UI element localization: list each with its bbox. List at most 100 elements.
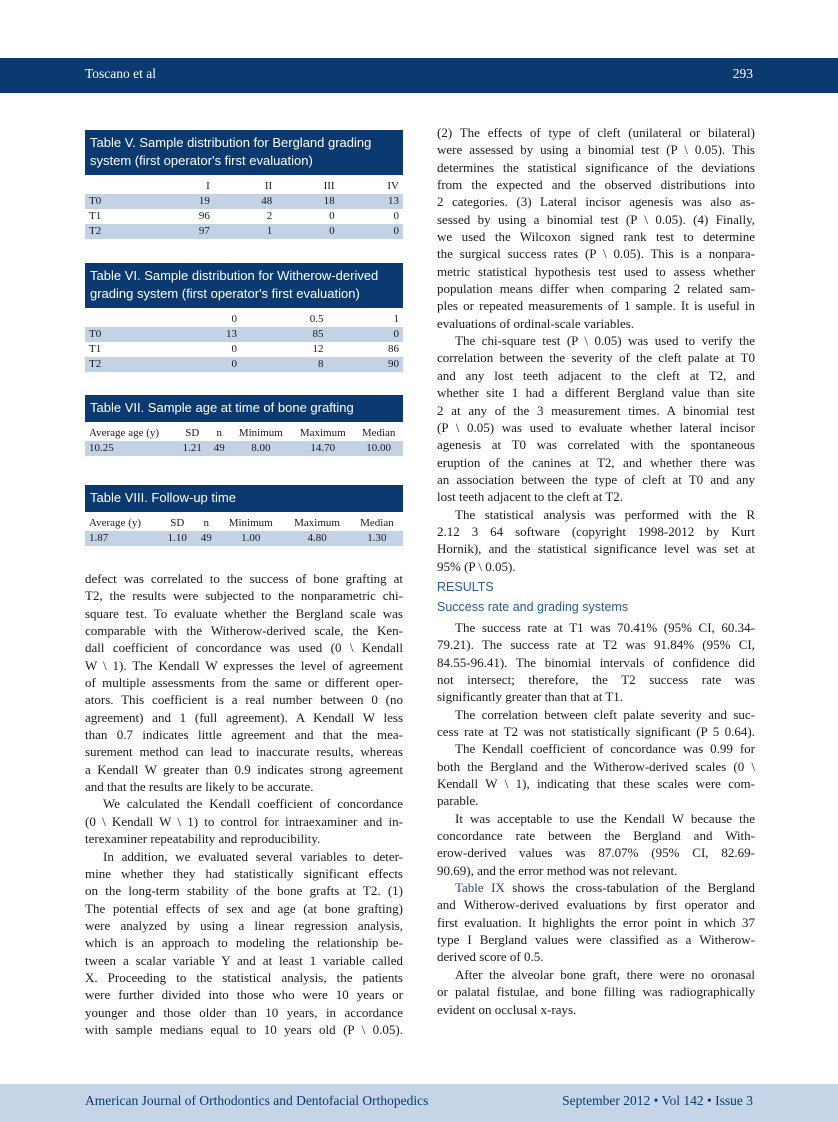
text-line: The potential effects of sex and age (at… bbox=[85, 900, 403, 916]
table-vii: Table VII. Sample age at time of bone gr… bbox=[85, 395, 403, 456]
text-line: 2 at any of the 3 measurement times. A b… bbox=[437, 402, 755, 418]
text-line: 2.12 3 64 software (copyright 1998-2012 … bbox=[437, 523, 755, 539]
table-header-cell: Minimum bbox=[228, 517, 273, 529]
paragraph: In addition, we evaluated several variab… bbox=[85, 848, 403, 1039]
text-line: 84.55-96.41). The binomial intervals of … bbox=[437, 654, 755, 670]
text-line: which is an approach to modeling the rel… bbox=[85, 935, 403, 951]
table-cell: 1.00 bbox=[218, 531, 284, 546]
text-line: The correlation between cleft palate sev… bbox=[455, 706, 755, 722]
text-line: were assessed by using a binomial test (… bbox=[437, 142, 755, 158]
paragraph: The chi-square test (P \ 0.05) was used … bbox=[437, 332, 755, 505]
text-line: on the long-term stability of the bone g… bbox=[85, 883, 403, 899]
table-row: T2 97 1 0 0 bbox=[85, 224, 403, 239]
text-line: agenesis at T0 was correlated with the s… bbox=[437, 437, 755, 453]
table-row: T0 19 48 18 13 bbox=[85, 194, 403, 209]
text-line: tween a scalar variable Y and at least 1… bbox=[85, 952, 403, 968]
left-column-text: defect was correlated to the success of … bbox=[85, 570, 403, 1038]
text-line: and Witherow-derived evaluations by firs… bbox=[437, 897, 755, 913]
paragraph: (2) The effects of type of cleft (unilat… bbox=[437, 124, 755, 332]
table-cell: 86 bbox=[388, 343, 399, 355]
table-header-cell: 0 bbox=[231, 313, 237, 325]
table-grid: 0 0.5 1 T0 13 85 0 T1 0 12 86 T2 0 8 90 bbox=[85, 312, 403, 372]
text-line: eruption of the canines at T2, and wheth… bbox=[437, 454, 755, 470]
table-cell: 0 bbox=[276, 224, 339, 239]
table-header-cell: Average age (y) bbox=[89, 427, 160, 439]
text-line: correlation between the severity of the … bbox=[437, 350, 755, 366]
text-line: mine whether they had statistically sign… bbox=[85, 865, 403, 881]
table-grid: Average (y) SD n Minimum Maximum Median 1.87 1.… bbox=[85, 516, 403, 546]
text-line: evaluations of ordinal-scale variables. bbox=[437, 315, 635, 331]
text-line: The chi-square test (P \ 0.05) was used … bbox=[455, 333, 755, 349]
issue-info: September 2012 • Vol 142 • Issue 3 bbox=[562, 1093, 753, 1108]
text-line: younger and those older than 10 years, i… bbox=[85, 1004, 403, 1020]
text-line: concordance rate between the Bergland an… bbox=[437, 828, 755, 844]
text-line: terexaminer repeatability and reproducib… bbox=[85, 831, 321, 847]
table-ix-link[interactable]: Table IX bbox=[455, 880, 505, 896]
text-span: shows the cross-tabulation of the Bergla… bbox=[504, 880, 755, 896]
paragraph: The success rate at T1 was 70.41% (95% C… bbox=[437, 619, 755, 706]
text-line: After the alveolar bone graft, there wer… bbox=[455, 966, 755, 982]
table-row: T1 0 12 86 bbox=[85, 342, 403, 357]
text-line: evident on occlusal x-rays. bbox=[437, 1001, 577, 1017]
table-header-cell: SD bbox=[170, 517, 185, 529]
table-cell: 85 bbox=[240, 327, 328, 342]
table-cell: 49 bbox=[194, 531, 219, 546]
text-line: were further divided into those who were… bbox=[85, 987, 403, 1003]
text-line: X. Proceeding to the statistical analysi… bbox=[85, 969, 403, 985]
table-header-cell bbox=[85, 312, 165, 327]
table-cell: 1 bbox=[213, 224, 277, 239]
section-heading: RESULTS bbox=[437, 579, 494, 594]
text-line: derived score of 0.5. bbox=[437, 949, 544, 965]
text-line: (0 \ Kendall W \ 1) to control for intra… bbox=[85, 813, 403, 829]
text-line: an association between the type of cleft… bbox=[437, 471, 755, 487]
table-row: T0 13 85 0 bbox=[85, 327, 403, 342]
text-line: lost teeth adjacent to the cleft at T2. bbox=[437, 489, 624, 505]
table-cell: 0 bbox=[165, 357, 241, 372]
text-line: surement method can lead to inaccurate r… bbox=[85, 744, 403, 760]
text-line: and that the results are likely to be ac… bbox=[85, 779, 314, 795]
text-line: comparable with the Witherow-derived sca… bbox=[85, 623, 403, 639]
table-cell: 1.10 bbox=[160, 531, 195, 546]
text-line: agreement) and 1 (full agreement). A Ken… bbox=[85, 709, 403, 725]
text-line: of multiple assessments from the same or… bbox=[85, 675, 403, 691]
text-line: 2 categories. (3) Lateral incisor agenes… bbox=[437, 194, 755, 210]
paragraph: The statistical analysis was performed w… bbox=[437, 506, 755, 575]
table-header-cell bbox=[85, 179, 151, 194]
text-line: or palatal fistulae, and bone filling wa… bbox=[437, 984, 755, 1000]
table-title: Table VII. Sample age at time of bone gr… bbox=[85, 395, 403, 422]
text-line: The statistical analysis was performed w… bbox=[455, 506, 755, 522]
text-line: both the Bergland and the Witherow-deriv… bbox=[437, 758, 755, 774]
table-cell: 19 bbox=[151, 194, 214, 209]
text-line: significantly greater than that at T1. bbox=[437, 689, 624, 705]
table-cell: T0 bbox=[85, 327, 166, 342]
text-line: with sample medians equal to 10 years ol… bbox=[85, 1021, 403, 1037]
text-line: cess rate at T2 was not statistically si… bbox=[437, 724, 755, 739]
table-header-cell: Maximum bbox=[294, 517, 340, 529]
table-header-row: 0 0.5 1 bbox=[85, 312, 403, 327]
text-line: defect was correlated to the success of … bbox=[85, 571, 403, 586]
table-cell: 49 bbox=[208, 441, 231, 456]
table-cell: 0 bbox=[231, 343, 237, 355]
paragraph: The Kendall coefficient of concordance w… bbox=[437, 740, 755, 809]
text-line: (P \ 0.05) was used to evaluate whether … bbox=[437, 419, 755, 435]
text-line: whether site 1 had a different Bergland … bbox=[437, 385, 755, 401]
text-line: 79.21). The success rate at T2 was 91.84… bbox=[437, 637, 755, 653]
subsection-heading: Success rate and grading systems bbox=[437, 599, 629, 614]
table-cell: T2 bbox=[85, 224, 152, 239]
paragraph: We calculated the Kendall coefficient of… bbox=[85, 795, 403, 847]
table-row: 10.25 1.21 49 8.00 14.70 10.00 bbox=[85, 441, 403, 456]
text-line: the surgical success rates (P \ 0.05). T… bbox=[437, 246, 755, 262]
paragraph: It was acceptable to use the Kendall W b… bbox=[437, 810, 755, 879]
table-header-cell: Maximum bbox=[299, 427, 346, 439]
text-line: type I Bergland values were classified a… bbox=[437, 932, 755, 948]
table-cell: T2 bbox=[85, 357, 166, 372]
text-line: first evaluation. It highlights the erro… bbox=[437, 914, 755, 930]
text-line: and any lost teeth adjacent to the cleft… bbox=[437, 367, 755, 383]
paragraph: defect was correlated to the success of … bbox=[85, 570, 403, 795]
table-header-row: Average (y) SD n Minimum Maximum Median bbox=[85, 516, 403, 531]
journal-name: American Journal of Orthodontics and Den… bbox=[85, 1093, 429, 1108]
text-line: Kendall W \ 1), indicating that these sc… bbox=[437, 776, 755, 792]
table-header-cell: n bbox=[216, 427, 223, 439]
text-line: were analyzed by using a linear regressi… bbox=[85, 917, 403, 933]
table-header-cell: II bbox=[264, 180, 273, 192]
